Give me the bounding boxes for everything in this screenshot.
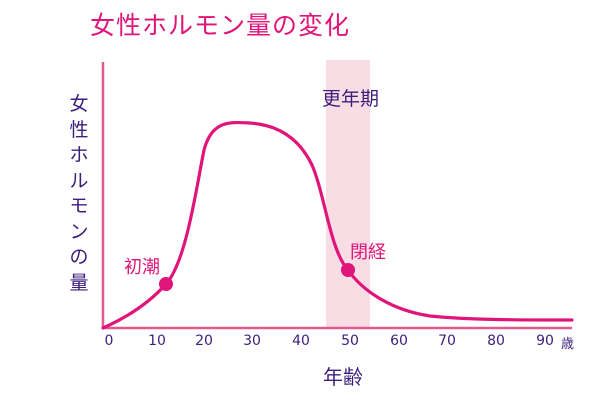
menopause-label: 閉経 [350,242,386,263]
x-tick: 30 [243,333,261,349]
y-label-char: ン [69,220,89,243]
menarche-point [159,277,173,291]
x-tick: 20 [195,333,213,349]
x-tick: 50 [341,333,359,349]
hormone-curve [101,120,574,330]
y-label-char: 量 [69,271,89,294]
x-unit: 歳 [561,337,575,352]
y-label-char: ル [69,169,89,192]
menarche-label: 初潮 [124,257,160,278]
menopause-band [326,60,370,328]
y-label-char: モ [69,195,89,217]
chart-title: 女性ホルモン量の変化 [90,11,351,40]
x-axis-label: 年齢 [323,365,363,389]
x-tick: 40 [292,333,310,349]
x-tick: 0 [104,333,114,349]
menopause-point [341,263,355,277]
y-label-char: ホ [69,144,89,166]
x-tick: 60 [390,333,408,349]
x-tick: 70 [438,333,456,349]
y-label-char: 性 [69,118,89,141]
y-label-char: 女 [69,93,89,115]
menopause-band-label: 更年期 [322,88,380,110]
y-axis-label: 女 性 ホ ル モ ン の 量 [66,92,92,296]
x-tick: 80 [487,333,505,349]
y-label-char: の [69,246,89,268]
x-tick: 10 [148,333,166,349]
x-tick: 90 [536,333,554,349]
